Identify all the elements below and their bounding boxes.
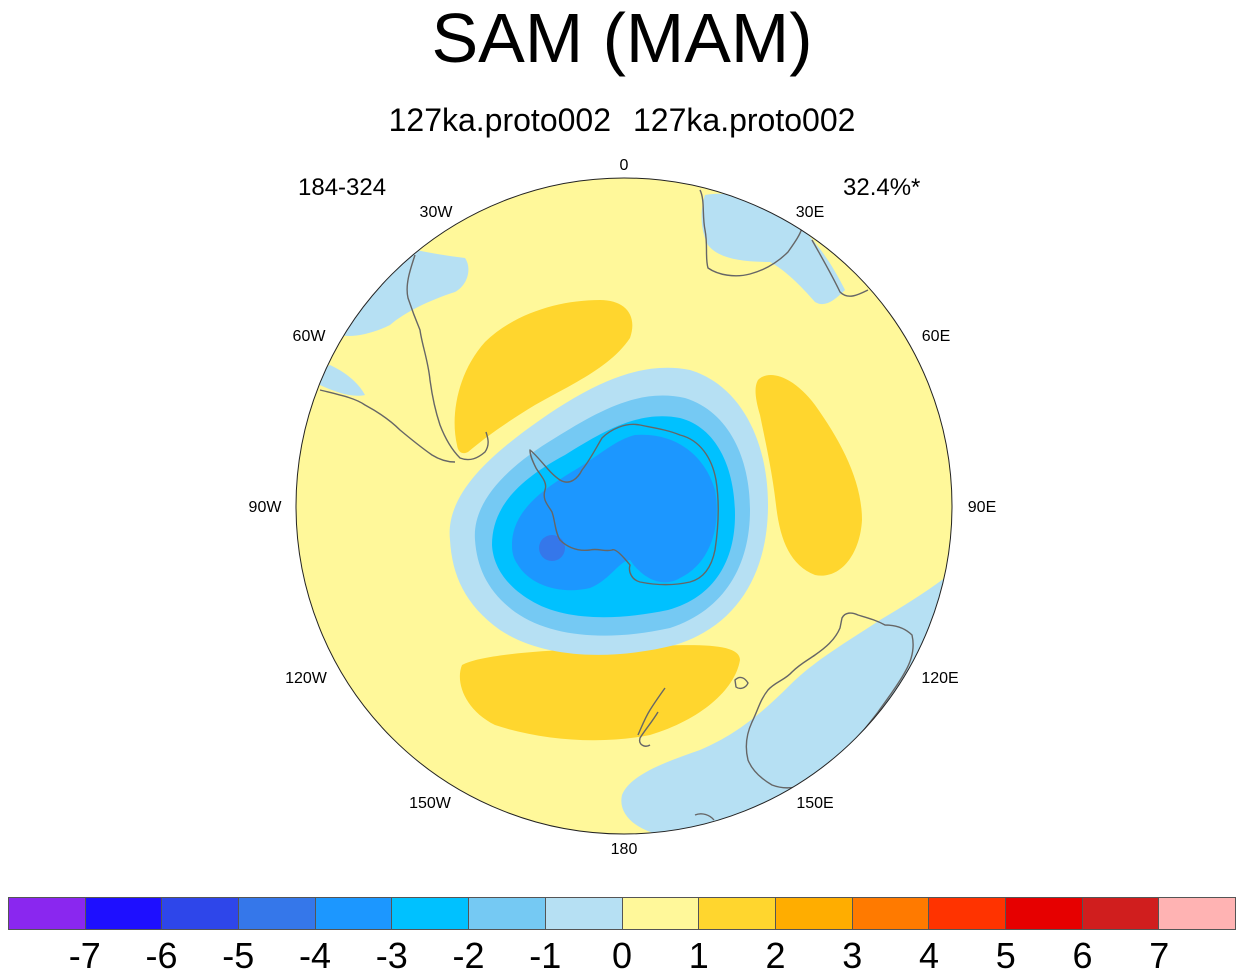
colorbar-tick-label: -3: [375, 935, 408, 976]
atlantic-positive-lobe: [454, 300, 633, 454]
tasmania-coast: [734, 676, 749, 690]
colorbar-swatch: [392, 898, 470, 929]
period-label: 184-324: [298, 174, 387, 201]
main-title: SAM (MAM): [431, 0, 813, 77]
colorbar-tick-label: -4: [298, 935, 332, 976]
colorbar-swatch: [239, 898, 316, 929]
pacific-positive-lobe: [459, 645, 740, 741]
colorbar-tick-label: -1: [529, 935, 562, 976]
colorbar-tick-label: 0: [611, 935, 633, 976]
lon-label-30e: 30E: [796, 204, 824, 221]
colorbar-swatch: [162, 898, 240, 929]
map-border: [295, 177, 953, 835]
variance-label: 32.4%*: [843, 174, 921, 201]
colorbar-swatch: [545, 898, 623, 929]
polar-map: 0 30E 60E 90E 120E 150E 180 150W 120W 90…: [249, 157, 997, 858]
colorbar-swatch: [929, 898, 1006, 929]
indian-positive-lobe: [755, 374, 862, 576]
south-america-negative-2: [319, 365, 365, 396]
lon-label-150e: 150E: [796, 795, 833, 812]
colorbar-tick-label: 1: [688, 935, 709, 976]
subtitle: 127ka.proto002 127ka.proto002: [0, 102, 1244, 138]
colorbar-tick-label: -7: [68, 935, 101, 976]
colorbar-swatch: [699, 898, 776, 929]
colorbar-swatch: [1159, 898, 1235, 929]
subtitle-left: 127ka.proto002: [388, 102, 611, 138]
colorbar-tick-label: 7: [1149, 935, 1170, 976]
colorbar-swatch: [775, 898, 853, 929]
colorbar-swatch: [852, 898, 930, 929]
colorbar-swatch: [9, 898, 86, 929]
colorbar-tick-label: -5: [222, 935, 255, 976]
sub-antarctic-island: [694, 813, 715, 821]
lon-label-60w: 60W: [293, 328, 327, 345]
colorbar-swatch: [1005, 898, 1083, 929]
south-america-coast: [319, 254, 489, 463]
colorbar-tick-label: -6: [145, 935, 178, 976]
subtitle-right: 127ka.proto002: [633, 102, 856, 138]
lon-label-90w: 90W: [249, 499, 283, 516]
colorbar-tick-label: 5: [995, 935, 1016, 976]
southern-africa-negative: [701, 193, 845, 305]
polar-contour-minus5: [539, 535, 565, 561]
colorbar-swatch: [469, 898, 546, 929]
colorbar-swatch: [1082, 898, 1160, 929]
colorbar-swatch: [315, 898, 393, 929]
colorbar-swatch: [622, 898, 700, 929]
lon-label-0: 0: [620, 157, 629, 174]
lon-label-150w: 150W: [409, 795, 452, 812]
lon-label-180: 180: [611, 841, 638, 858]
colorbar: [8, 897, 1236, 930]
lon-label-60e: 60E: [922, 328, 950, 345]
antarctica-coast: [529, 423, 719, 586]
lon-label-90e: 90E: [968, 499, 996, 516]
lon-label-120e: 120E: [921, 670, 958, 687]
colorbar-tick-label: 6: [1072, 935, 1093, 976]
colorbar-tick-label: 3: [842, 935, 863, 976]
colorbar-tick-label: 2: [765, 935, 786, 976]
africa-coast: [699, 189, 869, 297]
colorbar-tick-label: -2: [452, 935, 485, 976]
lon-label-30w: 30W: [420, 204, 454, 221]
colorbar-tick-label: 4: [918, 935, 940, 976]
new-zealand-coast: [637, 687, 666, 747]
lon-label-120w: 120W: [285, 670, 328, 687]
colorbar-swatch: [85, 898, 163, 929]
